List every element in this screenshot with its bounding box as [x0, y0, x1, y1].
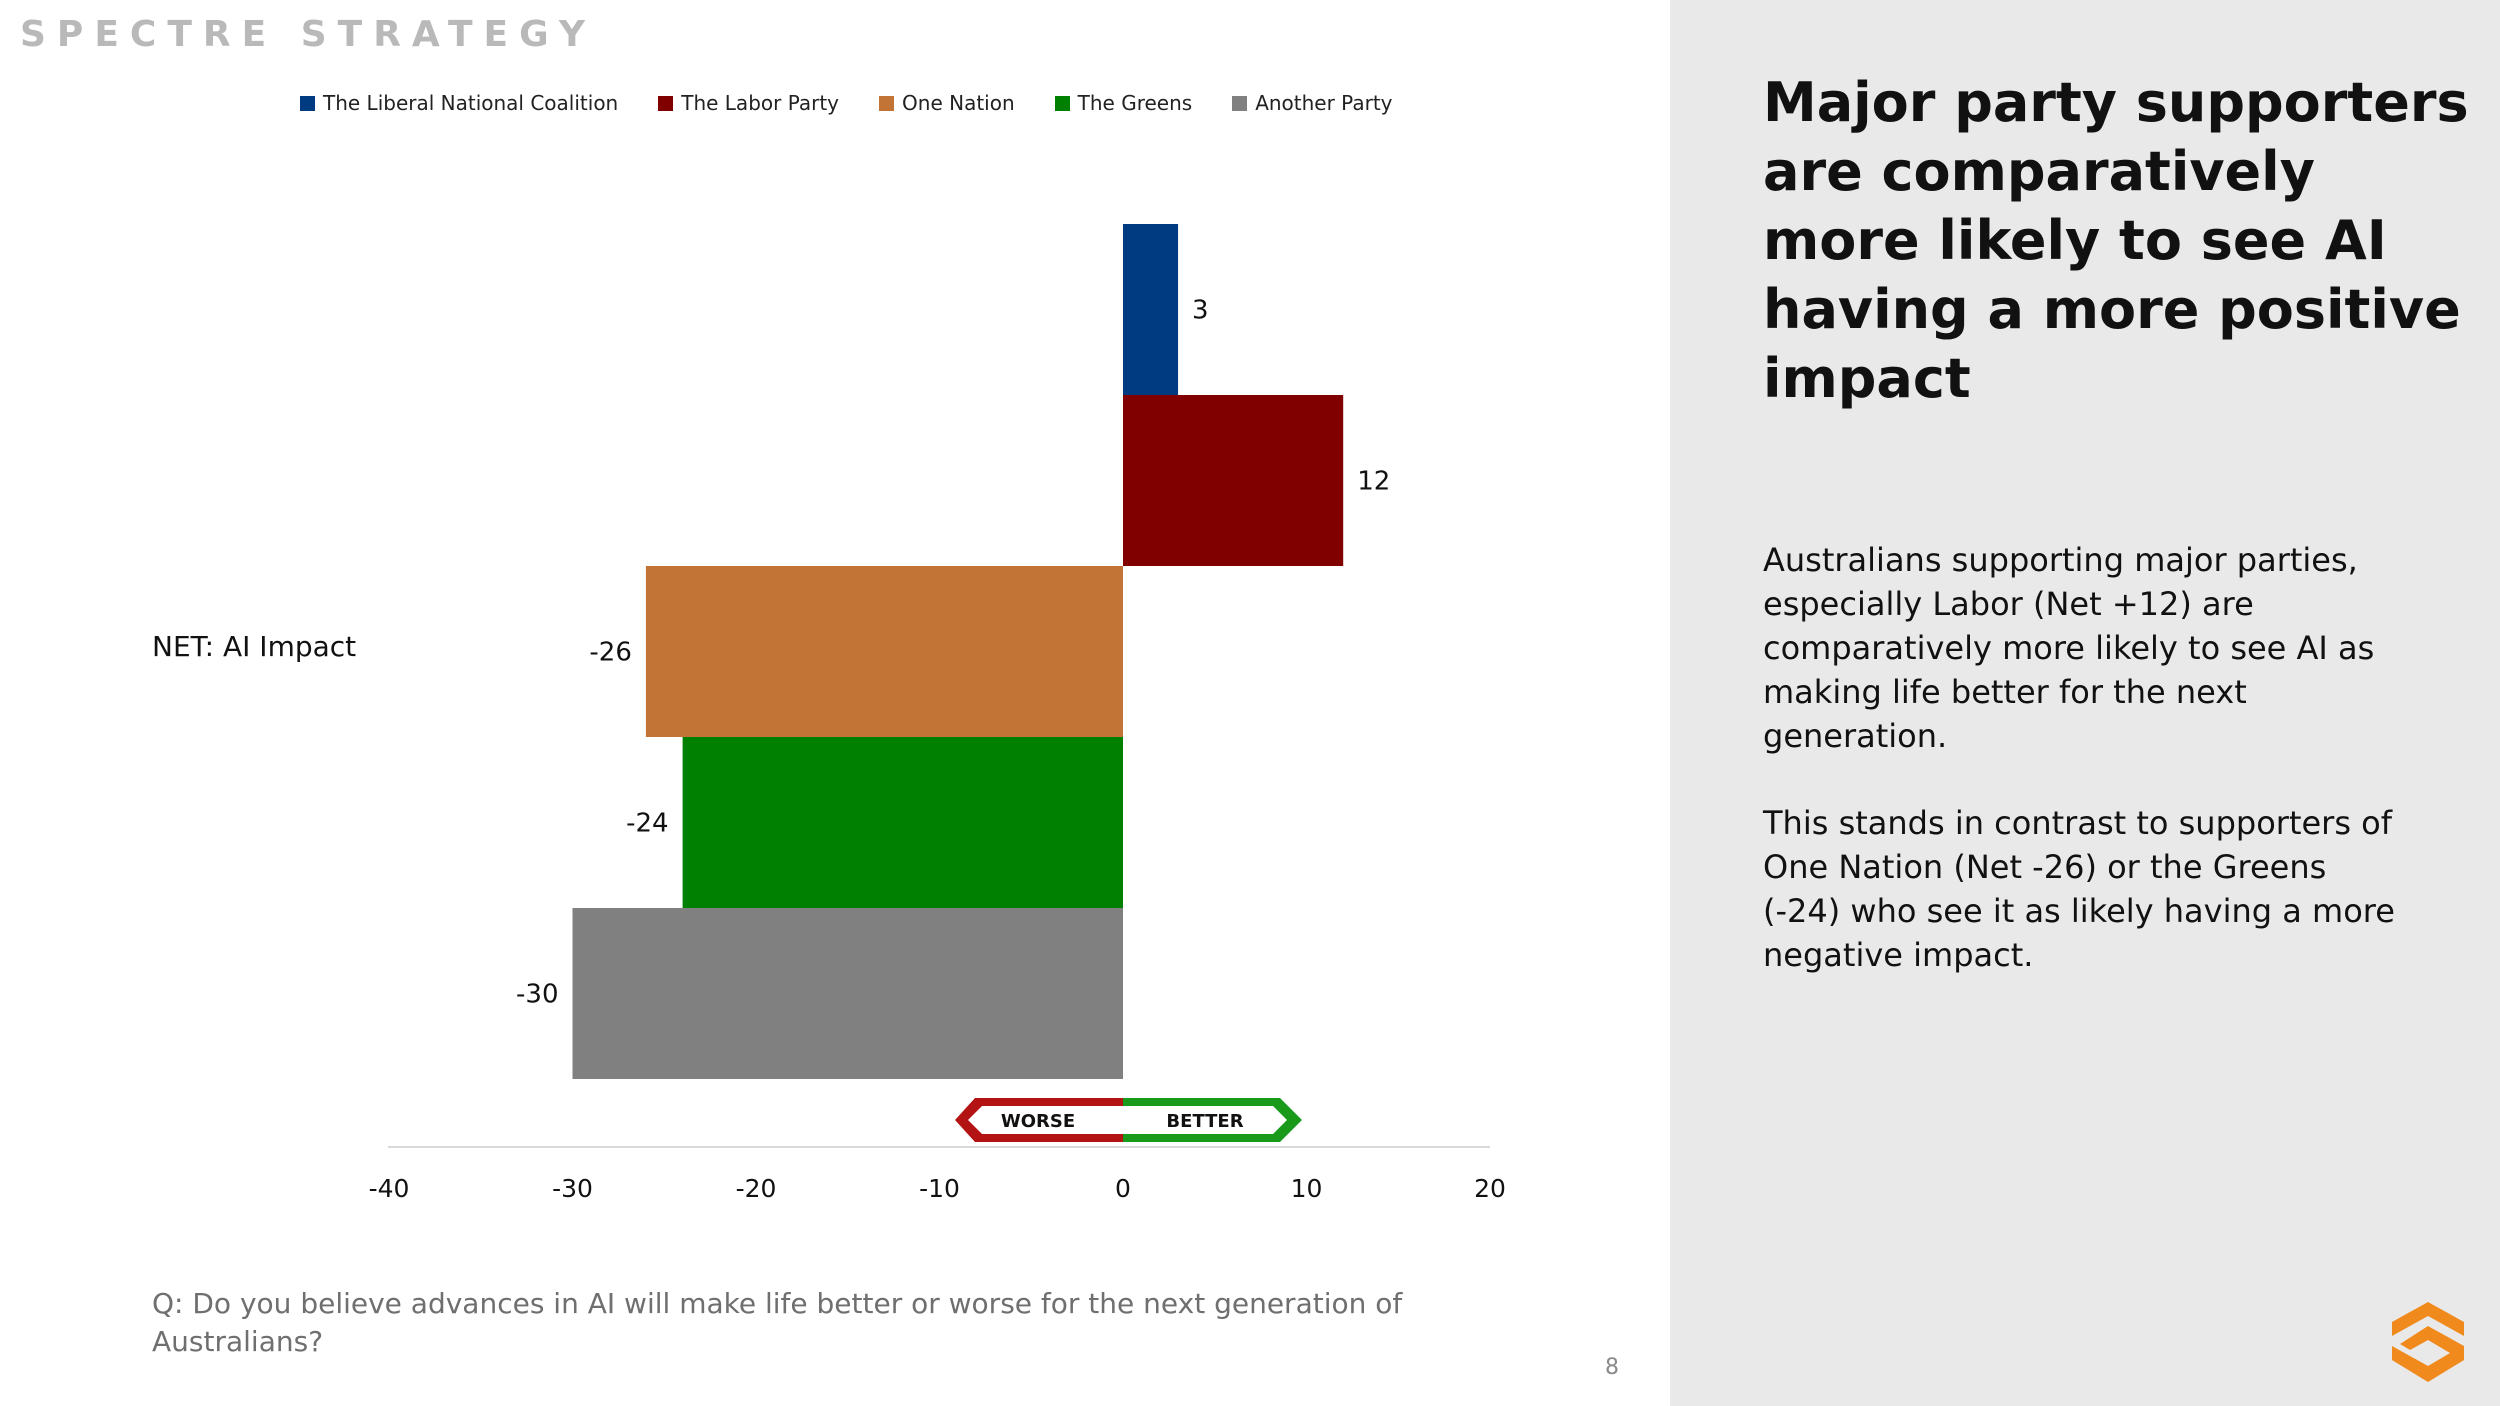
bar-one-nation: [645, 566, 1123, 737]
value-labels-group: 3 12 -26 -24 -30: [516, 296, 1390, 1010]
bar-coalition: [1123, 224, 1179, 395]
value-label-labor: 12: [1357, 467, 1390, 497]
legend-label-greens: The Greens: [1077, 91, 1193, 115]
legend-item-labor: The Labor Party: [658, 91, 839, 115]
worse-inner-shape: [968, 1106, 1123, 1134]
legend-label-one-nation: One Nation: [902, 91, 1015, 115]
bar-labor: [1123, 395, 1344, 566]
x-tick-label: 0: [1115, 1174, 1131, 1203]
legend-swatch-another: [1232, 95, 1248, 111]
page-number: 8: [1605, 1355, 1619, 1380]
x-tick-label: 10: [1291, 1174, 1323, 1203]
x-axis-ticks-group: -40 -30 -20 -10 0 10 20: [369, 1174, 1506, 1203]
body-paragraph-2: This stands in contrast to supporters of…: [1763, 804, 2395, 974]
legend-swatch-one-nation: [879, 95, 895, 111]
legend-swatch-greens: [1054, 95, 1070, 111]
value-label-another: -30: [516, 980, 558, 1010]
x-tick-label: -40: [369, 1174, 410, 1203]
x-tick-label: -10: [919, 1174, 960, 1203]
side-panel: Major party supporters are comparatively…: [1670, 0, 2500, 1406]
legend-swatch-labor: [658, 95, 674, 111]
legend-item-one-nation: One Nation: [879, 91, 1015, 115]
x-tick-label: 20: [1474, 1174, 1506, 1203]
better-inner-shape: [1123, 1106, 1287, 1134]
value-label-greens: -24: [626, 809, 668, 839]
x-tick-label: -30: [552, 1174, 593, 1203]
worse-label: WORSE: [1001, 1111, 1075, 1132]
brand-logo-text: SPECTRE STRATEGY: [20, 14, 596, 55]
bars-group: [572, 224, 1344, 1079]
legend-item-greens: The Greens: [1054, 91, 1193, 115]
chart-legend: The Liberal National Coalition The Labor…: [300, 88, 1393, 118]
worse-better-badge: WORSE BETTER: [955, 1098, 1302, 1142]
better-label: BETTER: [1166, 1111, 1243, 1132]
body-paragraph-1: Australians supporting major parties, es…: [1763, 541, 2375, 755]
spectre-logo-icon: [2392, 1302, 2464, 1382]
legend-item-another: Another Party: [1232, 91, 1393, 115]
bar-another: [572, 908, 1123, 1079]
legend-label-another: Another Party: [1255, 91, 1393, 115]
value-label-one-nation: -26: [589, 638, 631, 668]
legend-item-coalition: The Liberal National Coalition: [300, 91, 618, 115]
legend-swatch-coalition: [300, 95, 315, 111]
value-label-coalition: 3: [1192, 296, 1209, 326]
bar-chart: 3 12 -26 -24 -30 WORSE BETTER -40 -30 -20 -10 0 1…: [369, 224, 1506, 1203]
legend-label-labor: The Labor Party: [681, 91, 840, 115]
category-label: NET: AI Impact: [152, 630, 357, 663]
bar-greens: [682, 737, 1123, 908]
survey-question: Q: Do you believe advances in AI will ma…: [152, 1287, 1403, 1358]
headline: Major party supporters are comparatively…: [1763, 71, 2469, 410]
x-tick-label: -20: [736, 1174, 777, 1203]
legend-label-coalition: The Liberal National Coalition: [323, 91, 619, 115]
body-text: Australians supporting major parties, es…: [1763, 538, 2403, 1020]
